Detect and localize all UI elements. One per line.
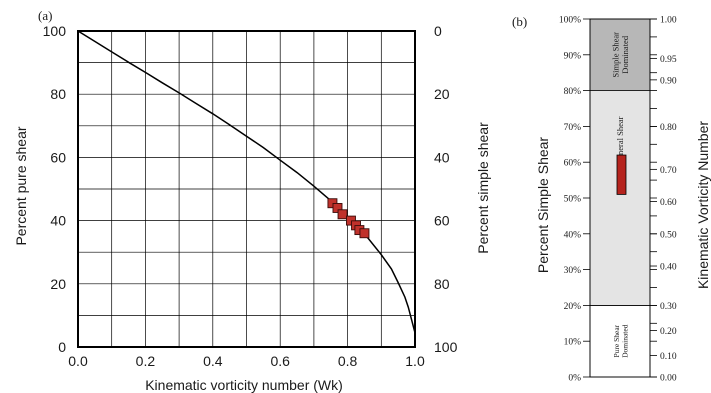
left-tick-label: 0%	[568, 374, 581, 384]
shear-zone	[589, 304, 651, 378]
left-tick-label: 10%	[564, 338, 582, 348]
left-tick-label: 60%	[564, 159, 582, 169]
y-tick-label: 100	[43, 23, 67, 39]
right-tick-label: 0.70	[660, 166, 677, 176]
right-tick-label: 0.50	[660, 230, 677, 240]
right-tick-label: 0.95	[660, 55, 677, 65]
right-tick-label: 1.00	[660, 16, 677, 26]
left-tick-label: 40%	[564, 230, 582, 240]
panel-a-data-points	[327, 198, 370, 239]
x-tick-label: 0.0	[68, 353, 88, 369]
y-tick-label: 40	[50, 213, 66, 229]
right-tick-label: 0.80	[660, 123, 677, 133]
panel-a-y-axis-label: Percent pure shear	[13, 126, 29, 245]
panel-a-grid	[78, 31, 415, 347]
panel-b-left-ticks: 0% 10% 20% 30% 40% 50% 60% 70% 80% 90% 100%	[559, 16, 590, 384]
right-tick-label: 0.20	[660, 327, 677, 337]
y2-tick-label: 80	[434, 276, 450, 292]
panel-b-label: (b)	[512, 14, 527, 29]
zone-label: Pure Shear	[612, 324, 621, 357]
data-point	[332, 203, 343, 213]
y2-tick-label: 100	[434, 339, 458, 355]
panel-a-vorticity-chart: (a) 0.0 0.2 0.4 0.6 0.8 1.0 0 20 40 60 80 100 100 8…	[13, 8, 491, 393]
zone-label: Simple Shear	[610, 32, 620, 78]
panel-a-y2-tick-labels: 100 80 60 40 20 0	[434, 23, 458, 355]
y2-tick-label: 20	[434, 86, 450, 102]
data-point	[337, 209, 348, 220]
left-tick-label: 70%	[564, 123, 582, 133]
panel-a-x-axis-label: Kinematic vorticity number (Wk)	[145, 377, 343, 393]
right-tick-label: 0.00	[660, 374, 677, 384]
panel-a-label: (a)	[38, 8, 52, 23]
x-tick-label: 1.0	[405, 353, 425, 369]
right-tick-label: 0.10	[660, 352, 677, 362]
left-tick-label: 30%	[564, 266, 582, 276]
left-tick-label: 90%	[564, 51, 582, 61]
right-tick-label: 0.90	[660, 76, 677, 86]
y-tick-label: 80	[50, 86, 66, 102]
panel-b-right-ticks: 0.00 0.10 0.20 0.30 0.40 0.50 0.60 0.70 0.80 0.90…	[650, 16, 677, 384]
left-tick-label: 50%	[564, 195, 582, 205]
zone-label: General Shear	[615, 116, 625, 165]
x-tick-label: 0.6	[270, 353, 290, 369]
panel-a-vorticity-curve	[77, 30, 416, 333]
zone-label: Dominated	[620, 35, 630, 74]
y2-tick-label: 60	[434, 213, 450, 229]
right-tick-label: 0.60	[660, 198, 677, 208]
panel-a-x-tick-labels: 0.0 0.2 0.4 0.6 0.8 1.0	[68, 353, 425, 369]
shear-zone	[589, 90, 651, 306]
left-tick-label: 20%	[564, 302, 582, 312]
left-tick-label: 100%	[559, 16, 581, 26]
right-tick-label: 0.40	[660, 263, 677, 273]
panel-b-highlight-range	[616, 154, 627, 195]
panel-a-y2-axis-label: Percent simple shear	[475, 122, 491, 254]
y-tick-label: 20	[50, 276, 66, 292]
panel-a-plot-frame	[77, 30, 416, 348]
panel-b-y2-axis-label: Kinematic Vorticity Number	[695, 121, 711, 289]
zone-label: Dominated	[620, 324, 629, 358]
right-tick-label: 0.30	[660, 302, 677, 312]
panel-a-y-tick-labels: 0 20 40 60 80 100	[43, 23, 67, 355]
panel-b-y-axis-label: Percent Simple Shear	[535, 137, 551, 274]
y-tick-label: 60	[50, 149, 66, 165]
x-tick-label: 0.4	[203, 353, 223, 369]
data-point	[359, 228, 370, 239]
y2-tick-label: 0	[434, 23, 442, 39]
y-tick-label: 0	[58, 339, 66, 355]
x-tick-label: 0.8	[338, 353, 358, 369]
left-tick-label: 80%	[564, 87, 582, 97]
x-tick-label: 0.2	[136, 353, 156, 369]
y2-tick-label: 40	[434, 149, 450, 165]
